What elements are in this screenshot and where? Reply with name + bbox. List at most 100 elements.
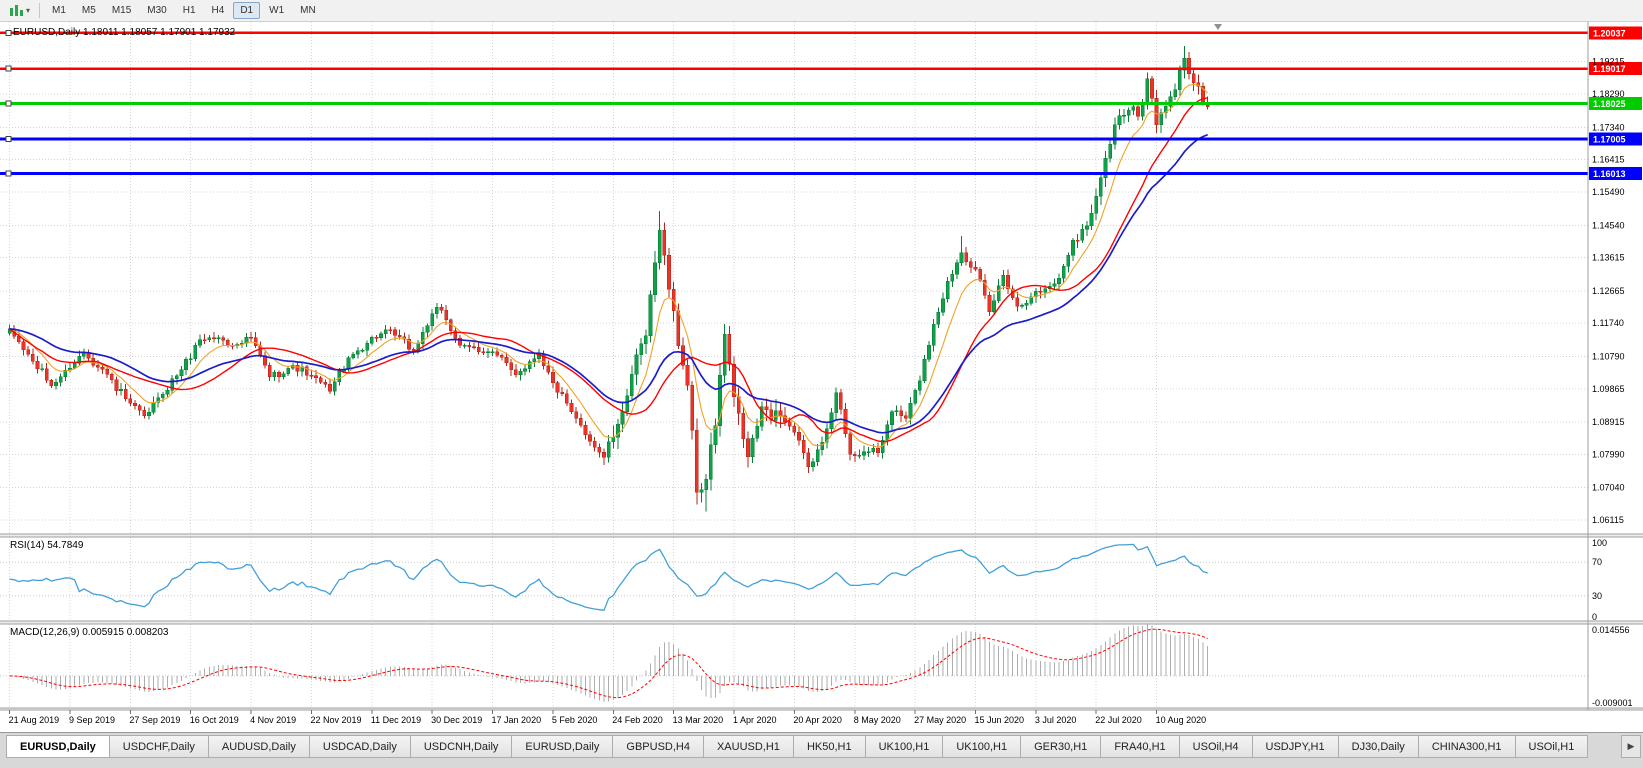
svg-text:1.20037: 1.20037 (1593, 28, 1626, 38)
svg-text:1.16415: 1.16415 (1592, 155, 1625, 165)
chart-tabs: EURUSD,Daily USDCHF,Daily AUDUSD,Daily USDC… (6, 735, 1589, 758)
svg-text:13 Mar 2020: 13 Mar 2020 (673, 715, 724, 725)
svg-text:1.19017: 1.19017 (1593, 64, 1626, 74)
ma-slow-line (9, 133, 1209, 434)
chart-tab-usdcnh-daily[interactable]: USDCNH,Daily (410, 735, 513, 758)
svg-text:4 Nov 2019: 4 Nov 2019 (250, 715, 296, 725)
svg-text:3 Jul 2020: 3 Jul 2020 (1035, 715, 1077, 725)
svg-text:1.15490: 1.15490 (1592, 187, 1625, 197)
moving-averages (9, 84, 1209, 448)
svg-text:1 Apr 2020: 1 Apr 2020 (733, 715, 777, 725)
svg-text:1.07040: 1.07040 (1592, 483, 1625, 493)
svg-text:21 Aug 2019: 21 Aug 2019 (9, 715, 60, 725)
chart-tab-fra40-h1[interactable]: FRA40,H1 (1101, 735, 1180, 758)
tab-scroll-right-button[interactable]: ▶ (1621, 735, 1641, 758)
hline-handle[interactable] (5, 29, 12, 36)
chart-tab-audusd-daily[interactable]: AUDUSD,Daily (208, 735, 310, 758)
price-tag-1.18025 (1589, 96, 1642, 110)
chart-tab-dj30-daily[interactable]: DJ30,Daily (1338, 735, 1419, 758)
chart-tab-gbpusd-h4[interactable]: GBPUSD,H4 (613, 735, 704, 758)
rsi-pane (0, 543, 1588, 612)
svg-text:27 May 2020: 27 May 2020 (914, 715, 966, 725)
chart-tab-usoil-h4[interactable]: USOil,H4 (1179, 735, 1253, 758)
chart-tab-uk100-h1[interactable]: UK100,H1 (943, 735, 1022, 758)
svg-text:16 Oct 2019: 16 Oct 2019 (190, 715, 239, 725)
timeframe-button-mn[interactable]: MN (300, 5, 316, 16)
hline-handle[interactable] (5, 65, 12, 72)
chart-tab-eurusd-daily[interactable]: EURUSD,Daily (512, 735, 614, 758)
svg-text:11 Dec 2019: 11 Dec 2019 (371, 715, 421, 725)
hline-handle[interactable] (5, 100, 12, 107)
chart-tab-hk50-h1[interactable]: HK50,H1 (793, 735, 866, 758)
hline-handle[interactable] (5, 136, 12, 143)
svg-text:17 Jan 2020: 17 Jan 2020 (492, 715, 542, 725)
horizontal-lines[interactable]: 1.20037 1.19017 1.18025 1.17005 1.16013 (0, 26, 1642, 181)
candlestick-chart-icon (10, 5, 23, 16)
chart-tab-usdchf-daily[interactable]: USDCHF,Daily (109, 735, 209, 758)
timeframe-button-w1[interactable]: W1 (269, 5, 285, 16)
svg-text:0.014556: 0.014556 (1592, 625, 1630, 635)
ma-mid-line (9, 97, 1208, 443)
timeframe-button-d1[interactable]: D1 (233, 2, 261, 19)
svg-text:10 Aug 2020: 10 Aug 2020 (1156, 715, 1207, 725)
svg-text:22 Jul 2020: 22 Jul 2020 (1095, 715, 1142, 725)
time-axis[interactable]: 21 Aug 2019 9 Sep 2019 27 Sep 2019 16 Oct 2… (9, 710, 1207, 725)
svg-text:22 Nov 2019: 22 Nov 2019 (310, 715, 361, 725)
rsi-line (9, 543, 1208, 612)
chart-tab-xauusd-h1[interactable]: XAUUSD,H1 (703, 735, 794, 758)
timeframe-buttons-group: M1 M5 M15 M30 H1 H4 D1 W1 MN (45, 2, 323, 19)
chart-tab-china300-h1[interactable]: CHINA300,H1 (1418, 735, 1516, 758)
macd-pane (0, 624, 1588, 702)
svg-text:1.13615: 1.13615 (1592, 253, 1625, 263)
indicator-axis[interactable]: 100 70 30 0 0.014556 -0.009001 (1592, 538, 1633, 708)
timeframe-button-h4[interactable]: H4 (211, 5, 225, 16)
ma-fast-line (9, 84, 1209, 448)
svg-text:100: 100 (1592, 538, 1607, 548)
chart-tab-usdcad-daily[interactable]: USDCAD,Daily (309, 735, 411, 758)
svg-text:1.06115: 1.06115 (1592, 515, 1624, 525)
svg-text:27 Sep 2019: 27 Sep 2019 (129, 715, 180, 725)
svg-text:20 Apr 2020: 20 Apr 2020 (793, 715, 842, 725)
svg-text:1.18025: 1.18025 (1593, 99, 1626, 109)
price-axis[interactable]: 1.19215 1.18290 1.17340 1.16415 1.15490 1.145… (1592, 57, 1625, 525)
svg-text:1.14540: 1.14540 (1592, 220, 1625, 230)
svg-text:1.17005: 1.17005 (1593, 135, 1626, 145)
toolbar-separator (39, 3, 41, 18)
chart-tab-usdjpy-h1[interactable]: USDJPY,H1 (1252, 735, 1339, 758)
timeframe-button-m30[interactable]: M30 (147, 5, 167, 16)
chart-tab-eurusd-daily[interactable]: EURUSD,Daily (6, 735, 110, 758)
svg-text:70: 70 (1592, 557, 1602, 567)
chart-shift-marker-icon[interactable] (1214, 24, 1222, 30)
rsi-indicator-label: RSI(14) 54.7849 (10, 540, 84, 551)
svg-text:1.08915: 1.08915 (1592, 417, 1625, 427)
timeframe-button-m15[interactable]: M15 (111, 5, 132, 16)
timeframe-button-h1[interactable]: H1 (182, 5, 196, 16)
pane-separators[interactable] (0, 22, 1643, 711)
chart-periodicity-button[interactable]: ▾ (5, 2, 34, 19)
svg-text:1.17340: 1.17340 (1592, 122, 1625, 132)
dropdown-arrow-icon: ▾ (26, 5, 31, 15)
chart-tab-usoil-h1[interactable]: USOil,H1 (1515, 735, 1589, 758)
svg-text:1.11740: 1.11740 (1592, 318, 1624, 328)
chart-ohlc-header: EURUSD,Daily 1.18011 1.18057 1.17901 1.1… (13, 27, 236, 38)
svg-text:-0.009001: -0.009001 (1592, 698, 1633, 708)
candlestick-series (7, 46, 1210, 512)
timeframe-toolbar: ▾ M1 M5 M15 M30 H1 H4 D1 W1 MN (0, 0, 1643, 22)
svg-text:24 Feb 2020: 24 Feb 2020 (612, 715, 663, 725)
hline-handle[interactable] (5, 170, 12, 177)
macd-histogram (13, 624, 1209, 702)
svg-text:1.09865: 1.09865 (1592, 384, 1625, 394)
timeframe-button-m5[interactable]: M5 (81, 5, 96, 16)
timeframe-button-m1[interactable]: M1 (52, 5, 66, 16)
svg-text:30 Dec 2019: 30 Dec 2019 (431, 715, 482, 725)
chart-canvas[interactable]: 1.200371.190171.180251.170051.160131.192… (0, 22, 1643, 732)
macd-signal-line (9, 628, 1208, 699)
chart-tab-ger30-h1[interactable]: GER30,H1 (1021, 735, 1102, 758)
svg-text:1.07990: 1.07990 (1592, 449, 1625, 459)
svg-text:8 May 2020: 8 May 2020 (854, 715, 901, 725)
chart-tabs-bar: EURUSD,Daily USDCHF,Daily AUDUSD,Daily USDC… (0, 732, 1643, 768)
chart-tab-uk100-h1[interactable]: UK100,H1 (865, 735, 944, 758)
svg-text:1.10790: 1.10790 (1592, 351, 1625, 361)
svg-text:1.12665: 1.12665 (1592, 286, 1625, 296)
